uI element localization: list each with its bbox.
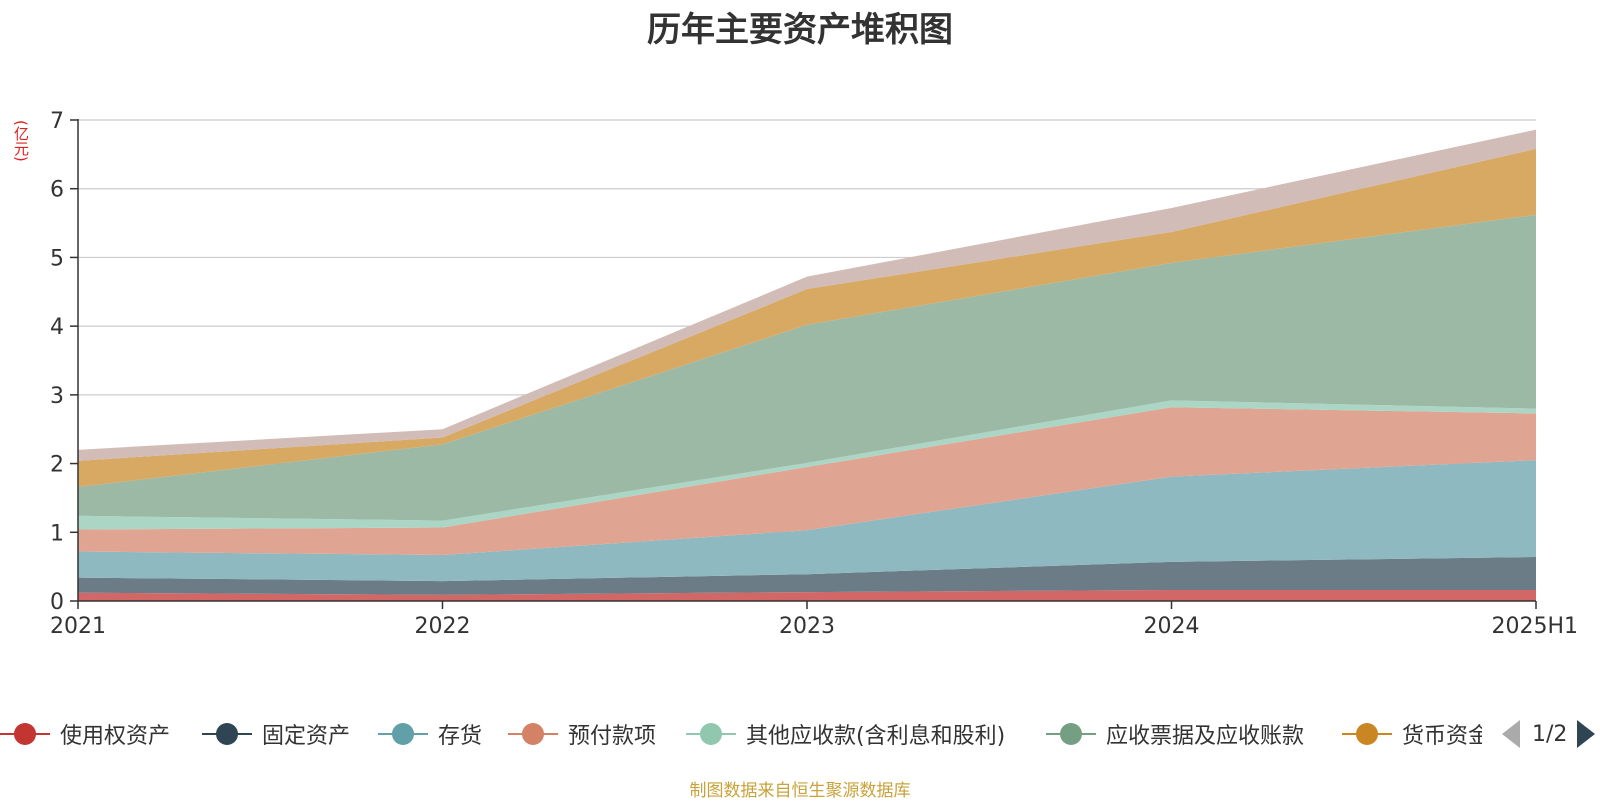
y-tick-label: 6: [50, 178, 64, 203]
legend-page-indicator: 1/2: [1532, 721, 1568, 747]
legend-label: 使用权资产: [60, 724, 171, 749]
legend-label: 其他应收款(含利息和股利): [746, 724, 1006, 749]
legend-item[interactable]: 预付款项: [508, 712, 656, 756]
y-tick-label: 3: [50, 384, 64, 409]
x-tick-label: 2025H1: [1491, 614, 1578, 639]
legend-swatch-icon: [508, 721, 558, 747]
legend-label: 存货: [438, 724, 483, 749]
legend-swatch-icon: [378, 721, 428, 747]
legend-item[interactable]: 应收票据及应收账款: [1046, 712, 1304, 756]
data-source-note: 制图数据来自恒生聚源数据库: [689, 781, 911, 801]
series-area-2: [78, 460, 1536, 582]
x-tick-label: 2023: [779, 614, 835, 639]
y-tick-label: 7: [50, 109, 64, 134]
legend-label: 货币资金: [1402, 724, 1482, 749]
legend-item[interactable]: 使用权资产: [0, 712, 170, 756]
series-area-3: [78, 407, 1536, 555]
y-tick-label: 2: [50, 453, 64, 478]
legend-label: 应收票据及应收账款: [1106, 724, 1305, 749]
legend: 使用权资产 固定资产 存货 预付款项 其他应收款(含利息和股利) 应收票据及应收账款 货币资…: [0, 712, 1600, 756]
legend-swatch-icon: [1046, 721, 1096, 747]
x-tick-label: 2021: [50, 614, 106, 639]
legend-swatch-icon: [202, 721, 252, 747]
legend-swatch-icon: [1342, 721, 1392, 747]
x-tick-label: 2024: [1144, 614, 1200, 639]
x-tick-label: 2022: [415, 614, 471, 639]
series-area-6: [78, 148, 1536, 487]
legend-swatch-icon: [686, 721, 736, 747]
y-tick-label: 5: [50, 246, 64, 271]
legend-viewport: 使用权资产 固定资产 存货 预付款项 其他应收款(含利息和股利) 应收票据及应收账款 货币资…: [0, 712, 1482, 756]
y-tick-label: 1: [50, 521, 64, 546]
legend-item[interactable]: 固定资产: [202, 712, 350, 756]
legend-item[interactable]: 货币资金: [1342, 712, 1482, 756]
y-axis-unit: (亿元): [12, 120, 30, 162]
series-area-4: [78, 400, 1536, 530]
y-tick-label: 0: [50, 590, 64, 615]
series-area-1: [78, 557, 1536, 595]
series-area-5: [78, 214, 1536, 521]
legend-item[interactable]: 存货: [378, 712, 482, 756]
stacked-area-chart: 0 1 2 3 4 5 6 7 2021 2022 2023 2024 2025H1: [50, 109, 1578, 639]
series-area-0: [78, 590, 1536, 601]
series-area-7: [78, 129, 1536, 461]
y-tick-label: 4: [50, 315, 64, 340]
legend-swatch-icon: [0, 721, 50, 747]
chart-title: 历年主要资产堆积图: [647, 10, 953, 50]
legend-label: 预付款项: [568, 724, 657, 749]
legend-pager: 1/2: [1500, 712, 1600, 756]
legend-next-page-icon[interactable]: [1577, 720, 1596, 748]
legend-label: 固定资产: [262, 724, 351, 749]
legend-item[interactable]: 其他应收款(含利息和股利): [686, 712, 1005, 756]
legend-prev-page-icon[interactable]: [1502, 720, 1520, 748]
